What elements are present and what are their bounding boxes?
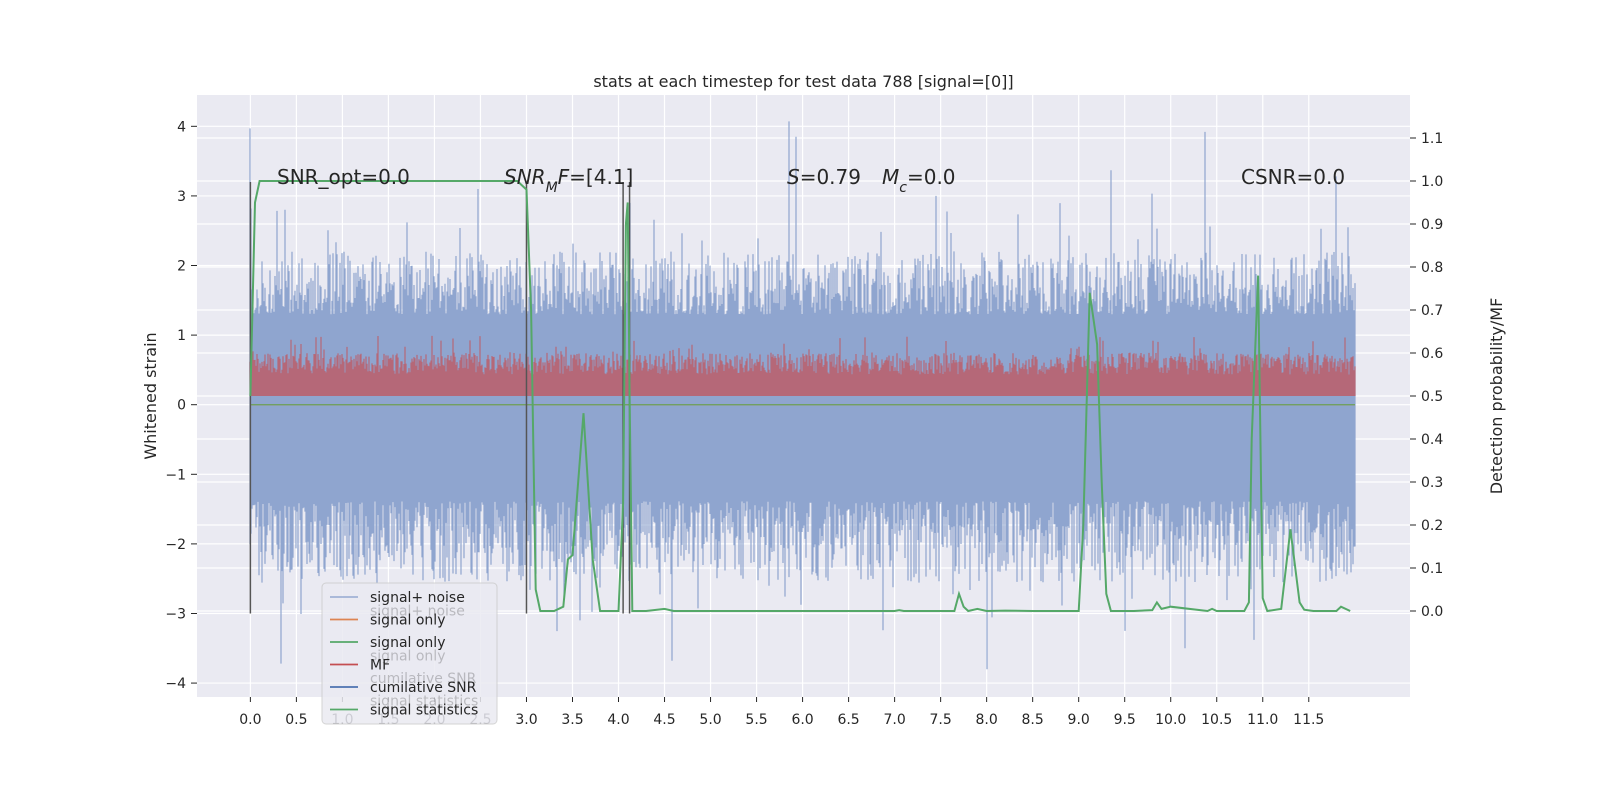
x-tick-label: 9.5 — [1114, 712, 1136, 728]
y-right-tick-label: 0.3 — [1421, 475, 1443, 491]
x-tick-label: 3.0 — [515, 712, 537, 728]
x-tick-label: 4.5 — [653, 712, 675, 728]
y-axis-left-label: Whitened strain — [141, 332, 160, 459]
y-right-tick-label: 0.8 — [1421, 260, 1443, 276]
x-tick-label: 11.5 — [1293, 712, 1324, 728]
signal-statistics-line — [249, 180, 1351, 613]
legend-label: signal+ noise — [370, 590, 465, 606]
x-tick-label: 10.5 — [1201, 712, 1232, 728]
y-right-tick-label: 0.0 — [1421, 604, 1443, 620]
y-right-tick-label: 0.4 — [1421, 432, 1443, 448]
legend-box — [321, 582, 498, 725]
y-right-tick-label: 0.9 — [1421, 217, 1443, 233]
y-axis-right: 1.1 1.0 0.9 0.8 0.7 0.6 0.5 0.4 0.3 0.2 0.1 0.0 — [1410, 131, 1443, 620]
x-tick-label: 9.0 — [1068, 712, 1090, 728]
y-right-tick-label: 0.6 — [1421, 346, 1443, 362]
legend-ghost-label: signal only — [370, 648, 445, 664]
legend-ghost-label: signal+ noise — [370, 603, 465, 619]
annotation-s-symbol: S — [787, 165, 800, 189]
annotation-mc: Mc=0.0 — [882, 165, 956, 196]
x-tick-label: 11.0 — [1247, 712, 1278, 728]
x-tick-label: 10.0 — [1155, 712, 1186, 728]
annotations: SNR_opt=0.0 SNRMF=[4.1] S=0.79 Mc=0.0 CS… — [277, 165, 1345, 196]
y-right-tick-label: 1.1 — [1421, 131, 1443, 147]
legend-label: cumilative SNR — [370, 680, 477, 696]
legend-ghost-label: cumilative SNR — [370, 671, 477, 687]
y-left-tick-label: 3 — [177, 189, 186, 205]
x-tick-label: 7.0 — [883, 712, 905, 728]
annotation-mc-sub: c — [899, 180, 907, 196]
y-right-tick-label: 0.5 — [1421, 389, 1443, 405]
annotation-snr-mf-part1: SNR — [504, 165, 546, 189]
x-tick-label: 5.0 — [699, 712, 721, 728]
x-tick-label: 6.5 — [837, 712, 859, 728]
annotation-snr-mf-value: =[4.1] — [569, 165, 633, 189]
y-left-tick-label: −1 — [165, 467, 186, 483]
y-left-tick-label: −3 — [165, 606, 186, 622]
vertical-markers — [249, 181, 631, 614]
annotation-snr-mf-part2: F — [558, 165, 570, 189]
x-tick-label: 4.0 — [607, 712, 629, 728]
annotation-mc-symbol: M — [882, 165, 899, 189]
x-tick-label: 8.0 — [976, 712, 998, 728]
y-left-tick-label: −4 — [165, 676, 186, 692]
legend-label: signal only — [370, 613, 445, 629]
y-left-tick-label: 0 — [177, 398, 186, 414]
x-tick-label: 3.5 — [561, 712, 583, 728]
annotation-s: S=0.79 — [787, 165, 861, 189]
legend-label: signal statistics — [370, 703, 478, 719]
y-left-tick-label: 1 — [177, 328, 186, 344]
signal-statistics-series — [249, 180, 1351, 613]
x-tick-label: 0.0 — [239, 712, 261, 728]
y-right-tick-label: 1.0 — [1421, 174, 1443, 190]
legend-ghost-label: signal statistics — [370, 693, 478, 709]
y-left-tick-label: −2 — [165, 537, 186, 553]
annotation-snr-opt: SNR_opt=0.0 — [277, 165, 410, 189]
annotation-mc-value: =0.0 — [907, 165, 956, 189]
x-tick-label: 8.5 — [1022, 712, 1044, 728]
x-tick-label: 6.0 — [791, 712, 813, 728]
y-left-tick-label: 2 — [177, 259, 186, 275]
chart-title: stats at each timestep for test data 788… — [593, 72, 1013, 91]
y-right-tick-label: 0.7 — [1421, 303, 1443, 319]
y-axis-right-label: Detection probability/MF — [1487, 298, 1506, 495]
annotation-snr-mf: SNRMF=[4.1] — [504, 165, 633, 196]
x-tick-label: 0.5 — [285, 712, 307, 728]
x-tick-label: 7.5 — [929, 712, 951, 728]
legend-label: MF — [370, 658, 390, 674]
x-tick-label: 5.5 — [745, 712, 767, 728]
y-axis-left: 4 3 2 1 0 −1 −2 −3 −4 — [165, 119, 197, 692]
annotation-snr-mf-sub: M — [546, 180, 558, 196]
y-right-tick-label: 0.2 — [1421, 518, 1443, 534]
y-right-tick-label: 0.1 — [1421, 561, 1443, 577]
legend-label: signal only — [370, 635, 445, 651]
y-left-tick-label: 4 — [177, 119, 186, 135]
annotation-s-value: =0.79 — [800, 165, 861, 189]
annotation-csnr: CSNR=0.0 — [1241, 165, 1345, 189]
